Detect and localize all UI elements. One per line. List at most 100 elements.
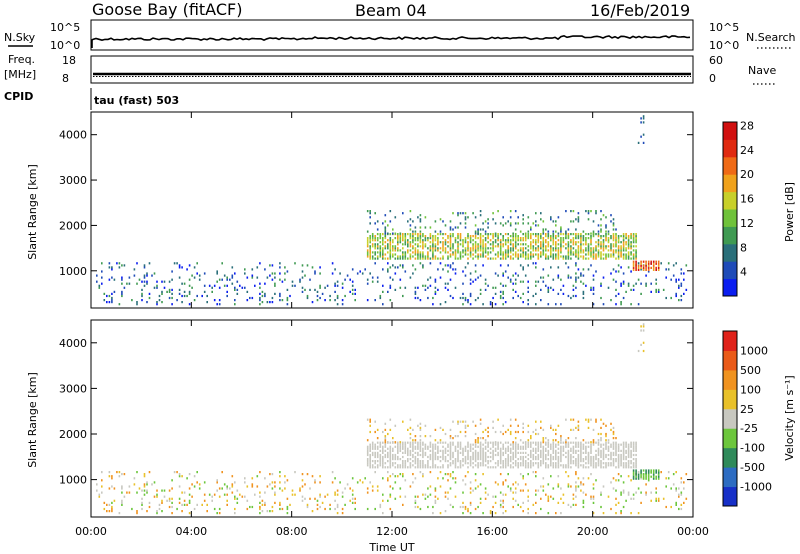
heatmap-cell	[484, 255, 487, 258]
heatmap-cell	[632, 445, 635, 448]
heatmap-cell	[183, 290, 186, 293]
heatmap-cell	[449, 220, 452, 223]
heatmap-cell	[502, 224, 504, 227]
heatmap-cell	[419, 422, 422, 425]
heatmap-cell	[259, 292, 261, 295]
heatmap-cell	[397, 233, 399, 236]
heatmap-cell	[191, 286, 193, 289]
heatmap-cell	[444, 458, 447, 461]
heatmap-cell	[118, 471, 121, 474]
heatmap-cell	[555, 462, 557, 465]
heatmap-cell	[437, 445, 439, 448]
heatmap-cell	[519, 249, 522, 252]
heatmap-cell	[622, 462, 625, 465]
heatmap-cell	[547, 286, 550, 289]
heatmap-cell	[467, 471, 469, 474]
heatmap-cell	[650, 491, 652, 494]
heatmap-cell	[389, 466, 392, 469]
heatmap-cell	[354, 497, 356, 500]
heatmap-cell	[382, 477, 384, 480]
heatmap-cell	[279, 507, 281, 511]
heatmap-cell	[597, 255, 600, 258]
heatmap-cell	[590, 441, 592, 444]
heatmap-cell	[138, 278, 141, 281]
heatmap-cell	[389, 462, 392, 465]
heatmap-cell	[580, 237, 582, 240]
heatmap-cell	[482, 264, 484, 267]
heatmap-cell	[113, 290, 116, 293]
heatmap-cell	[371, 485, 374, 488]
heatmap-cell	[557, 475, 560, 478]
heatmap-cell	[575, 458, 577, 461]
heatmap-cell	[374, 455, 376, 459]
heatmap-cell	[178, 288, 181, 291]
heatmap-cell	[555, 443, 557, 446]
heatmap-cell	[422, 464, 424, 467]
heatmap-cell	[121, 276, 123, 279]
heatmap-cell	[118, 303, 121, 306]
heatmap-cell	[374, 430, 376, 434]
heatmap-cell	[424, 245, 427, 248]
heatmap-cell	[392, 441, 394, 444]
heatmap-cell	[472, 462, 474, 465]
heatmap-cell	[442, 428, 444, 431]
heatmap-cell	[321, 292, 324, 295]
heatmap-cell	[509, 249, 512, 252]
heatmap-cell	[550, 464, 552, 467]
heatmap-cell	[565, 232, 567, 235]
heatmap-cell	[464, 296, 467, 300]
heatmap-cell	[678, 299, 680, 302]
heatmap-cell	[535, 441, 537, 444]
heatmap-cell	[620, 512, 622, 515]
heatmap-cell	[482, 460, 484, 463]
heatmap-cell	[580, 464, 582, 467]
heatmap-cell	[382, 290, 384, 293]
heatmap-cell	[376, 247, 379, 250]
heatmap-cell	[580, 441, 582, 444]
heatmap-cell	[369, 445, 371, 448]
heatmap-cell	[414, 495, 417, 498]
heatmap-cell	[412, 455, 414, 459]
heatmap-cell	[555, 255, 557, 258]
heatmap-cell	[519, 451, 522, 454]
heatmap-cell	[101, 471, 103, 474]
heatmap-cell	[512, 245, 514, 248]
heatmap-cell	[419, 255, 422, 258]
heatmap-cell	[642, 349, 645, 353]
heatmap-cell	[392, 487, 394, 490]
heatmap-cell	[635, 266, 637, 269]
heatmap-cell	[417, 495, 419, 498]
heatmap-cell	[625, 449, 627, 452]
heatmap-cell	[397, 458, 399, 461]
heatmap-cell	[259, 512, 261, 515]
heatmap-cell	[422, 235, 424, 238]
heatmap-cell	[542, 228, 545, 231]
heatmap-cell	[552, 278, 555, 281]
heatmap-cell	[590, 445, 592, 448]
heatmap-cell	[108, 503, 111, 506]
heatmap-cell	[384, 422, 387, 425]
heatmap-cell	[637, 303, 640, 306]
heatmap-cell	[652, 475, 655, 478]
heatmap-cell	[667, 477, 670, 480]
heatmap-cell	[279, 471, 281, 474]
heatmap-cell	[567, 233, 570, 236]
heatmap-cell	[141, 294, 143, 298]
heatmap-cell	[509, 243, 512, 246]
heatmap-cell	[432, 235, 434, 238]
heatmap-cell	[524, 466, 527, 469]
heatmap-cell	[570, 447, 572, 450]
heatmap-cell	[341, 491, 344, 494]
heatmap-cell	[216, 303, 218, 306]
heatmap-cell	[542, 458, 545, 461]
heatmap-cell	[241, 286, 244, 289]
heatmap-cell	[454, 253, 457, 256]
heatmap-cell	[527, 237, 530, 240]
heatmap-cell	[469, 460, 472, 463]
heatmap-cell	[600, 224, 602, 227]
heatmap-cell	[602, 455, 605, 459]
heatmap-cell	[685, 473, 688, 476]
heatmap-cell	[231, 485, 234, 488]
heatmap-cell	[502, 237, 504, 240]
heatmap-cell	[570, 239, 572, 242]
